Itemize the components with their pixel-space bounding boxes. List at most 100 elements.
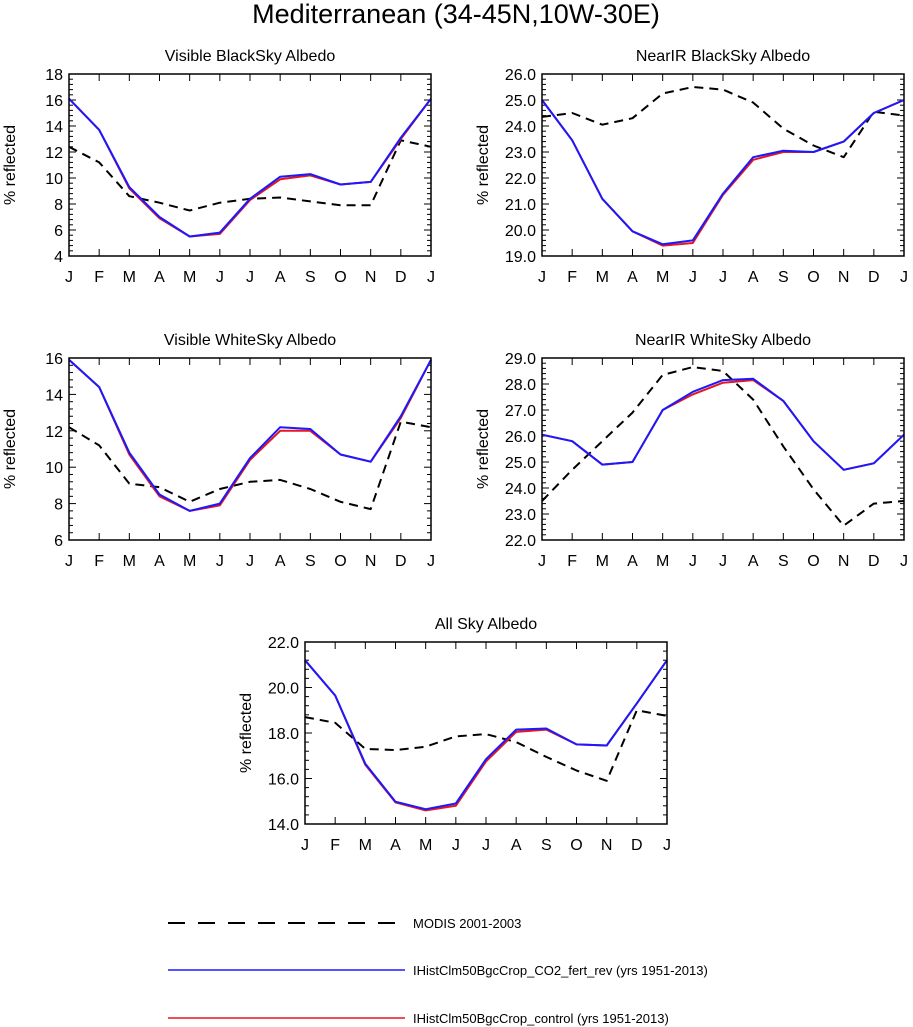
x-tick-label: A <box>154 269 165 286</box>
y-tick-label: 4 <box>54 249 63 266</box>
x-tick-label: M <box>183 553 196 570</box>
x-tick-label: M <box>596 269 609 286</box>
y-tick-label: 10 <box>45 171 63 188</box>
plot-frame <box>68 357 432 541</box>
x-tick-label: O <box>334 553 346 570</box>
chart-title: Visible BlackSky Albedo <box>165 48 336 65</box>
y-tick-label: 14 <box>45 387 63 404</box>
series-line-control <box>541 99 905 247</box>
series-line-modis <box>541 86 905 159</box>
x-tick-label: N <box>365 553 377 570</box>
y-axis-label: % reflected <box>475 409 492 489</box>
series-line-co2 <box>68 359 432 512</box>
y-tick-label: 20.0 <box>268 681 299 698</box>
x-tick-label: N <box>838 553 850 570</box>
x-tick-label: J <box>216 269 224 286</box>
legend-co2-label: IHistClm50BgcCrop_CO2_fert_rev (yrs 1951… <box>413 963 708 978</box>
series-line-co2 <box>541 377 905 471</box>
x-tick-label: J <box>689 553 697 570</box>
x-tick-label: M <box>656 553 669 570</box>
y-tick-label: 18 <box>45 67 63 84</box>
page-title: Mediterranean (34-45N,10W-30E) <box>252 0 660 29</box>
x-tick-label: M <box>419 837 432 854</box>
x-tick-label: F <box>567 553 577 570</box>
x-tick-label: F <box>94 553 104 570</box>
y-axis-label: % reflected <box>475 125 492 205</box>
legend-control-label: IHistClm50BgcCrop_control (yrs 1951-2013… <box>413 1011 669 1026</box>
x-tick-label: J <box>900 269 908 286</box>
legend-modis-label: MODIS 2001-2003 <box>413 916 521 931</box>
x-tick-label: J <box>216 553 224 570</box>
y-tick-label: 6 <box>54 533 63 550</box>
series-line-modis <box>68 420 432 511</box>
x-tick-label: J <box>427 553 435 570</box>
x-tick-label: J <box>65 553 73 570</box>
y-tick-label: 24.0 <box>505 481 536 498</box>
y-tick-label: 23.0 <box>505 145 536 162</box>
x-tick-label: J <box>538 269 546 286</box>
x-tick-label: A <box>627 269 638 286</box>
plot-frame <box>304 641 668 825</box>
x-tick-label: D <box>868 269 880 286</box>
x-tick-label: S <box>778 269 789 286</box>
x-tick-label: M <box>359 837 372 854</box>
y-tick-label: 14.0 <box>268 817 299 834</box>
x-tick-label: J <box>900 553 908 570</box>
x-tick-label: A <box>390 837 401 854</box>
series-line-co2 <box>304 659 668 811</box>
y-tick-label: 27.0 <box>505 403 536 420</box>
x-tick-label: J <box>452 837 460 854</box>
x-tick-label: J <box>538 553 546 570</box>
x-tick-label: J <box>719 553 727 570</box>
x-tick-label: O <box>807 269 819 286</box>
chart-title: All Sky Albedo <box>435 616 537 633</box>
y-tick-label: 26.0 <box>505 67 536 84</box>
y-tick-label: 28.0 <box>505 377 536 394</box>
y-tick-label: 25.0 <box>505 93 536 110</box>
x-tick-label: J <box>246 269 254 286</box>
y-tick-label: 22.0 <box>505 171 536 188</box>
series-line-modis <box>304 709 668 782</box>
y-tick-label: 16 <box>45 351 63 368</box>
x-tick-label: O <box>334 269 346 286</box>
y-tick-label: 16 <box>45 93 63 110</box>
y-tick-label: 14 <box>45 119 63 136</box>
x-tick-label: A <box>154 553 165 570</box>
chart-nearir-whitesky: NearIR WhiteSky Albedo % reflected 22.0 23.… <box>475 332 908 570</box>
y-tick-label: 23.0 <box>505 507 536 524</box>
chart-visible-blacksky: Visible BlackSky Albedo % reflected 4 6 8 10 1… <box>2 48 435 286</box>
series-line-control <box>68 98 432 238</box>
y-tick-label: 26.0 <box>505 429 536 446</box>
y-tick-label: 22.0 <box>505 533 536 550</box>
y-tick-label: 8 <box>54 197 63 214</box>
x-tick-label: S <box>541 837 552 854</box>
chart-nearir-blacksky: NearIR BlackSky Albedo % reflected 19.0 20.… <box>475 48 908 286</box>
x-tick-label: A <box>748 269 759 286</box>
y-tick-label: 20.0 <box>505 223 536 240</box>
y-axis-label: % reflected <box>2 409 19 489</box>
x-tick-label: N <box>838 269 850 286</box>
x-tick-label: J <box>719 269 727 286</box>
x-tick-label: M <box>656 269 669 286</box>
plot-frame <box>68 73 432 257</box>
y-tick-label: 21.0 <box>505 197 536 214</box>
x-tick-label: J <box>246 553 254 570</box>
x-tick-label: M <box>596 553 609 570</box>
x-tick-label: A <box>627 553 638 570</box>
x-tick-label: J <box>427 269 435 286</box>
y-tick-label: 22.0 <box>268 635 299 652</box>
series-line-control <box>541 379 905 471</box>
legend: MODIS 2001-2003 IHistClm50BgcCrop_CO2_fe… <box>168 916 708 1026</box>
y-tick-label: 16.0 <box>268 772 299 789</box>
y-tick-label: 19.0 <box>505 249 536 266</box>
series-line-control <box>304 659 668 812</box>
x-tick-label: M <box>183 269 196 286</box>
y-tick-label: 8 <box>54 497 63 514</box>
plot-frame <box>541 357 905 541</box>
x-tick-label: J <box>689 269 697 286</box>
x-tick-label: A <box>511 837 522 854</box>
series-line-control <box>68 359 432 512</box>
chart-title: NearIR WhiteSky Albedo <box>635 332 811 349</box>
x-tick-label: J <box>482 837 490 854</box>
